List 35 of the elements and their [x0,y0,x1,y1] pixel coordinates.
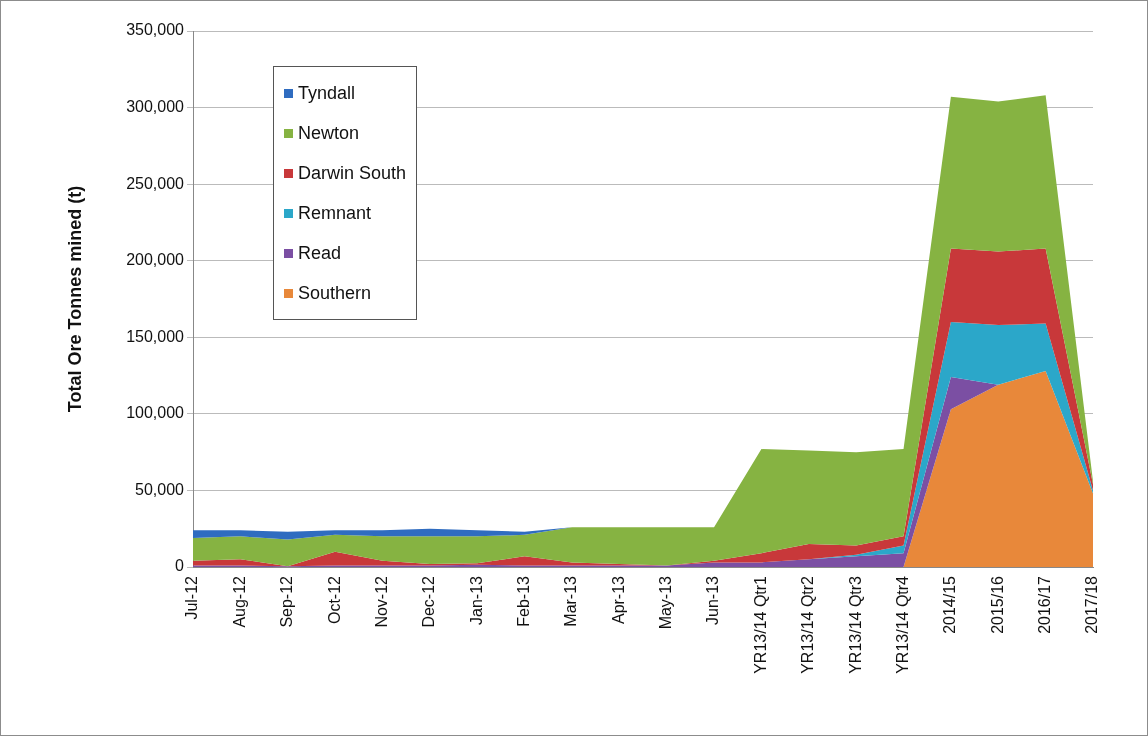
x-tick-label: Aug-12 [230,575,248,628]
x-tick-label: 2015/16 [988,575,1006,634]
x-tick-label: Feb-13 [514,575,532,627]
x-tick-label: 2016/17 [1036,575,1054,634]
x-tick-label: Dec-12 [420,575,438,628]
x-tick-label: Apr-13 [609,575,627,625]
legend-label: Darwin South [298,162,407,184]
legend-label: Newton [298,122,360,144]
x-tick-label: YR13/14 Qtr3 [846,575,864,674]
x-tick-label: Oct-12 [325,575,343,625]
legend-label: Southern [298,282,372,304]
x-tick-label: Mar-13 [562,575,580,627]
x-tick-label: YR13/14 Qtr1 [751,575,769,674]
y-tick-label: 200,000 [126,251,185,269]
x-tick-label: YR13/14 Qtr2 [799,575,817,674]
x-tick-label: May-13 [657,575,675,630]
x-tick-label: Nov-12 [372,575,390,628]
y-tick-label: 100,000 [126,404,185,422]
y-tick-label: 350,000 [126,21,185,39]
legend-label: Tyndall [298,82,356,104]
y-tick-label: 0 [175,557,185,575]
x-tick-label: 2014/15 [941,575,959,634]
x-tick-label: YR13/14 Qtr4 [893,575,911,674]
y-tick-label: 50,000 [135,480,185,498]
legend-label: Read [298,242,342,264]
x-tick-label: Jul-12 [183,575,201,620]
y-axis-title: Total Ore Tonnes mined (t) [64,185,85,413]
y-tick-label: 150,000 [126,327,185,345]
legend-label: Remnant [298,202,372,224]
x-tick-label: Jun-13 [704,575,722,625]
y-tick-label: 250,000 [126,174,185,192]
x-tick-label: 2017/18 [1083,575,1101,634]
x-tick-label: Jan-13 [467,575,485,625]
y-tick-label: 300,000 [126,97,185,115]
x-tick-label: Sep-12 [278,575,296,628]
